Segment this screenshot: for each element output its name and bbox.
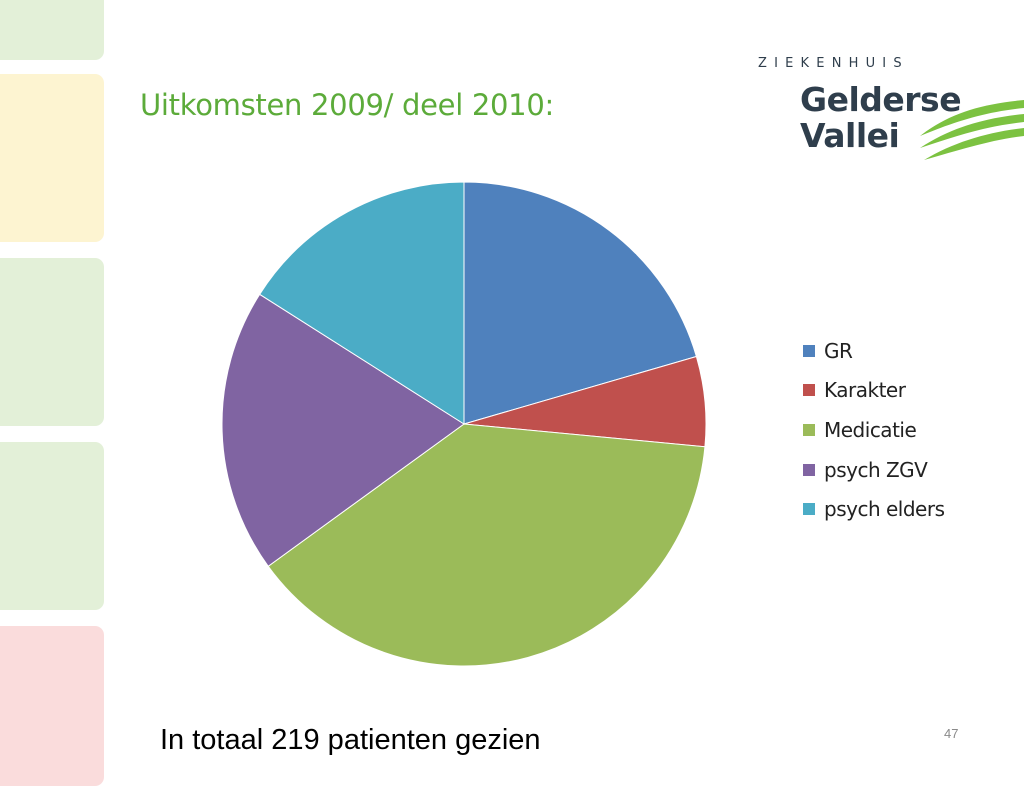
- side-tile: [0, 258, 104, 426]
- chart-legend: GR Karakter Medicatie psych ZGV psych elders: [803, 331, 945, 529]
- pie-slice-psych-elders: [258, 181, 465, 425]
- side-tile: [0, 0, 104, 60]
- legend-item: Karakter: [803, 371, 944, 411]
- logo-waves-icon: [920, 100, 1024, 160]
- legend-label: Medicatie: [824, 417, 917, 442]
- logo-line-small: ZIEKENHUIS: [758, 56, 909, 71]
- legend-label: Karakter: [824, 378, 906, 403]
- pie-slice-medicatie: [267, 423, 706, 667]
- pie-slice-gr: [463, 181, 698, 425]
- side-tile: [0, 74, 104, 242]
- footer-note: In totaal 219 patienten gezien: [160, 724, 541, 756]
- hospital-logo: ZIEKENHUIS Gelderse Vallei: [752, 56, 1024, 166]
- legend-item: psych ZGV: [803, 450, 944, 490]
- side-tile: [0, 626, 104, 786]
- pie-slices: [221, 181, 707, 667]
- logo-line-1: Gelderse: [800, 80, 962, 119]
- page-number: 47: [944, 726, 959, 741]
- pie-slice-psych-zgv: [221, 293, 465, 567]
- legend-swatch: [803, 423, 815, 436]
- legend-item: Medicatie: [803, 410, 944, 450]
- legend-swatch: [803, 384, 815, 397]
- legend-swatch: [803, 344, 815, 357]
- legend-label: GR: [824, 338, 853, 363]
- legend-item: GR: [803, 331, 944, 371]
- legend-label: psych ZGV: [824, 457, 928, 482]
- legend-swatch: [803, 463, 815, 476]
- logo-line-2: Vallei: [800, 116, 900, 155]
- side-tile: [0, 442, 104, 610]
- slide-title: Uitkomsten 2009/ deel 2010:: [140, 88, 554, 122]
- legend-item: psych elders: [803, 489, 945, 529]
- pie-chart: [221, 181, 707, 667]
- legend-swatch: [803, 503, 815, 516]
- legend-label: psych elders: [824, 497, 945, 522]
